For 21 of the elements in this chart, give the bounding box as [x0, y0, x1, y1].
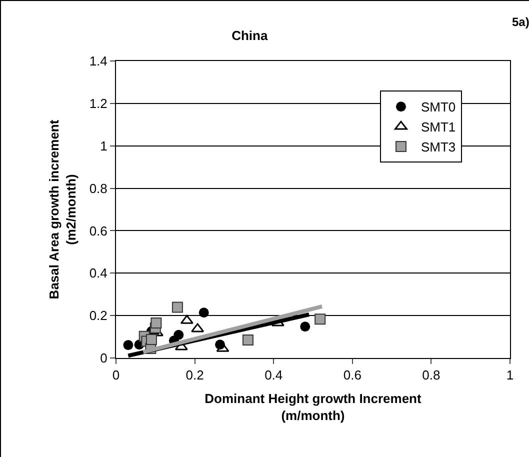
x-tick-label: 0: [112, 368, 120, 383]
x-tick-label: 0.6: [343, 368, 362, 383]
chart-title: China: [232, 28, 268, 43]
x-tick-label: 0.4: [264, 368, 283, 383]
x-tick-label: 0.8: [422, 368, 440, 383]
x-tick-label: 1: [506, 368, 514, 383]
legend-label: SMT0: [420, 100, 456, 115]
x-axis-title: Dominant Height growth Increment (m/month): [204, 391, 422, 424]
y-tick-label: 0.2: [89, 308, 108, 324]
y-tick-label: 1: [100, 138, 108, 154]
y-tick-label: 0: [100, 350, 108, 366]
legend-label: SMT3: [420, 140, 456, 155]
y-axis-title: Basal Area growth increment (m2/month): [46, 119, 78, 300]
text: 5a): [512, 15, 529, 29]
y-tick-label: 1.2: [89, 96, 108, 111]
x-tick-label: 0.2: [186, 368, 204, 383]
legend-label: SMT1: [420, 120, 456, 135]
y-tick-label: 0.8: [89, 180, 108, 196]
y-tick-label: 0.4: [89, 266, 108, 281]
y-tick-label: 0.6: [89, 223, 108, 238]
y-tick-label: 1.4: [89, 54, 108, 69]
